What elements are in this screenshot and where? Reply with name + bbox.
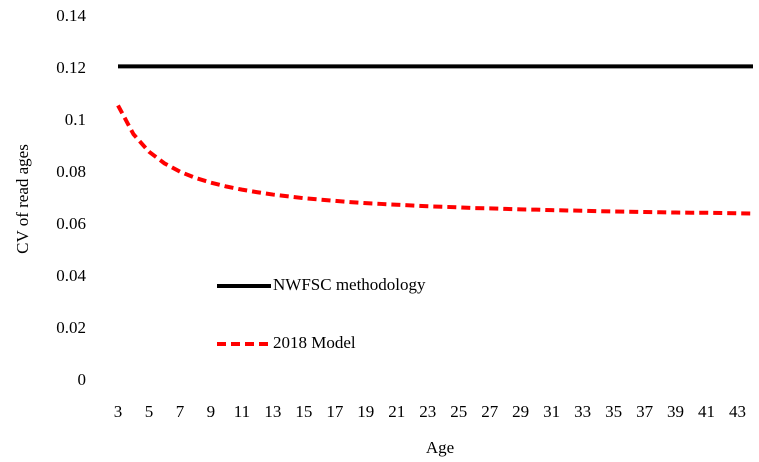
- y-tick-label: 0.08: [56, 162, 86, 181]
- y-axis-title: CV of read ages: [13, 144, 32, 254]
- x-tick-label: 41: [698, 402, 715, 421]
- x-tick-label: 33: [574, 402, 591, 421]
- x-tick-label: 13: [264, 402, 281, 421]
- x-tick-label: 11: [234, 402, 250, 421]
- x-tick-label: 19: [357, 402, 374, 421]
- x-tick-label: 15: [295, 402, 312, 421]
- x-tick-label: 23: [419, 402, 436, 421]
- x-tick-label: 39: [667, 402, 684, 421]
- y-tick-label: 0: [78, 370, 87, 389]
- y-tick-label: 0.14: [56, 6, 86, 25]
- y-tick-label: 0.04: [56, 266, 86, 285]
- x-tick-label: 21: [388, 402, 405, 421]
- x-tick-label: 29: [512, 402, 529, 421]
- x-axis-title: Age: [426, 438, 454, 457]
- y-tick-label: 0.02: [56, 318, 86, 337]
- y-tick-label: 0.12: [56, 58, 86, 77]
- x-tick-label: 5: [145, 402, 154, 421]
- x-tick-label: 17: [326, 402, 344, 421]
- series-line: [116, 104, 754, 216]
- x-tick-label: 37: [636, 402, 654, 421]
- x-tick-label: 9: [207, 402, 216, 421]
- x-tick-label: 27: [481, 402, 499, 421]
- x-tick-label: 43: [729, 402, 746, 421]
- y-tick-label: 0.1: [65, 110, 86, 129]
- x-tick-label: 35: [605, 402, 622, 421]
- x-tick-label: 7: [176, 402, 185, 421]
- y-tick-label: 0.06: [56, 214, 86, 233]
- legend-label: NWFSC methodology: [273, 275, 426, 294]
- x-tick-label: 3: [114, 402, 123, 421]
- x-tick-label: 31: [543, 402, 560, 421]
- x-tick-label: 25: [450, 402, 467, 421]
- legend-label: 2018 Model: [273, 333, 356, 352]
